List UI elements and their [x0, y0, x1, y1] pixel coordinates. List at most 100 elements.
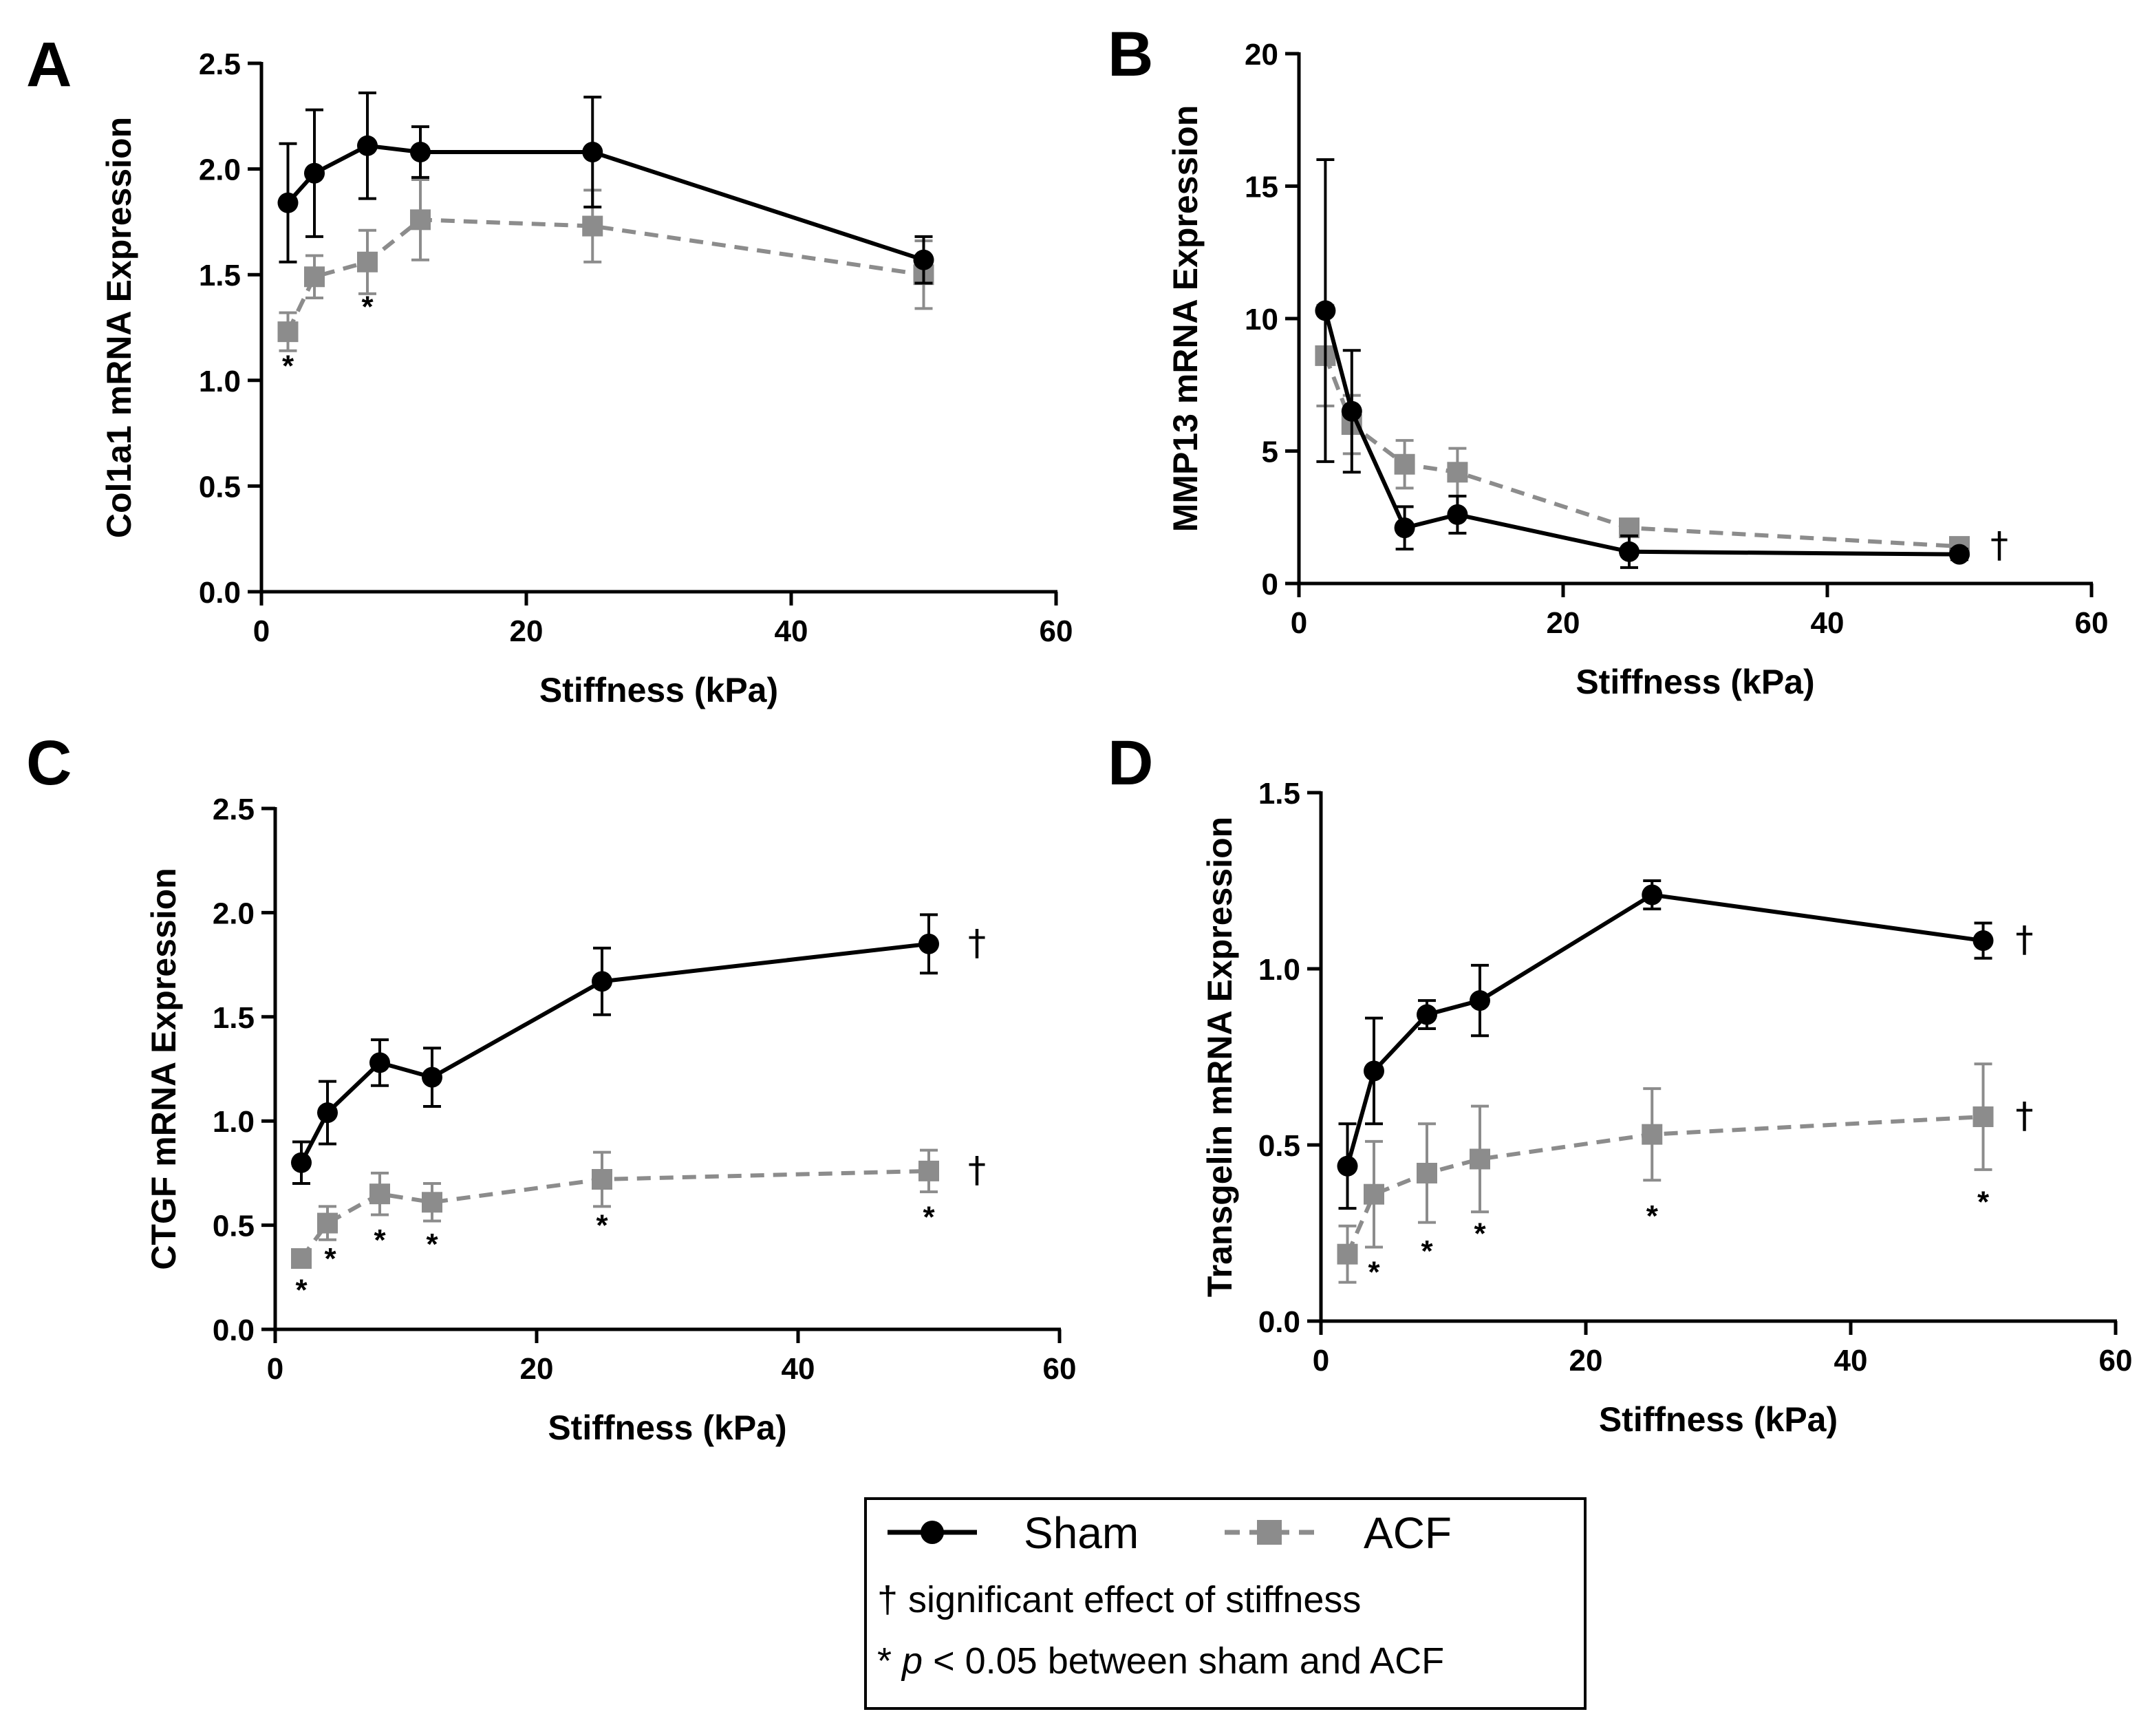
legend: Sham ACF † significant effect of stiffne…	[864, 1497, 1587, 1710]
significance-star: *	[1368, 1256, 1380, 1289]
y-tick-label: 1.5	[1258, 777, 1300, 811]
x-tick-label: 60	[2075, 606, 2109, 640]
significance-star: *	[324, 1242, 336, 1276]
sham-point	[1341, 400, 1362, 422]
x-axis-title: Stiffness (kPa)	[548, 1408, 786, 1447]
sham-point	[1972, 930, 1994, 952]
sham-point	[1337, 1155, 1358, 1177]
sham-series-line	[1323, 310, 1960, 557]
sham-point	[357, 135, 378, 156]
acf-point	[1394, 453, 1415, 475]
sham-series-line	[299, 941, 929, 1164]
significance-star: *	[426, 1228, 438, 1261]
sham-point	[1394, 517, 1415, 539]
stiffness-dagger: †	[1990, 525, 2008, 566]
acf-point	[317, 1212, 338, 1234]
acf-point	[1642, 1124, 1663, 1145]
acf-point	[918, 1160, 939, 1181]
acf-point	[1972, 1106, 1994, 1128]
acf-series-line	[286, 217, 924, 333]
y-tick-label: 1.0	[199, 365, 241, 398]
acf-point	[592, 1168, 612, 1190]
significance-star: *	[282, 350, 294, 383]
acf-point	[582, 215, 603, 237]
x-tick-label: 20	[520, 1352, 554, 1386]
y-tick-label: 10	[1245, 303, 1278, 336]
x-tick-label: 40	[1834, 1344, 1868, 1378]
panel-letter: B	[1108, 19, 1153, 89]
acf-point	[410, 209, 431, 231]
sham-point	[913, 249, 934, 270]
x-tick-label: 40	[775, 614, 808, 648]
x-tick-label: 60	[1043, 1352, 1077, 1386]
significance-star: *	[1421, 1234, 1433, 1268]
y-tick-label: 0.0	[213, 1314, 255, 1347]
sham-point	[410, 142, 431, 163]
sham-point	[1447, 504, 1468, 525]
significance-star: *	[374, 1223, 386, 1257]
x-axis-title: Stiffness (kPa)	[1576, 663, 1814, 701]
significance-star: *	[596, 1209, 608, 1243]
sham-point	[304, 162, 325, 184]
x-tick-label: 60	[1040, 614, 1073, 648]
sham-point	[582, 142, 603, 163]
sham-point	[1949, 544, 1970, 565]
acf-point	[1417, 1162, 1437, 1183]
legend-note-star-prefix: *	[877, 1640, 902, 1682]
y-tick-label: 1.5	[213, 1001, 255, 1035]
acf-point	[369, 1183, 390, 1205]
panel-letter: C	[26, 728, 72, 798]
y-tick-label: 1.0	[213, 1105, 255, 1139]
sham-point	[317, 1102, 338, 1124]
x-tick-label: 20	[1547, 606, 1580, 640]
panel-d: D 0 20 40 60 0.0 0.5 1.0 1.5 Stiffness (kPa) Trans…	[1108, 728, 2132, 1439]
sham-point	[1619, 541, 1640, 562]
panel-b: B 0 20 40 60 0 5 10 15 20 Stiffness (kPa) MMP13 mRN…	[1108, 19, 2108, 701]
x-tick-label: 0	[1291, 606, 1307, 640]
significance-star: *	[1646, 1199, 1659, 1233]
x-tick-label: 40	[782, 1352, 815, 1386]
sham-point	[369, 1052, 390, 1073]
sham-point	[277, 192, 299, 213]
significance-star: *	[361, 290, 374, 324]
x-tick-label: 0	[1313, 1344, 1329, 1378]
y-tick-label: 2.5	[199, 47, 241, 81]
stiffness-dagger: †	[968, 923, 986, 964]
sham-series-line	[1345, 892, 1984, 1167]
x-tick-label: 20	[510, 614, 544, 648]
acf-series-line	[1323, 354, 1960, 549]
panel-a: A 0 20 40 60 0.0 0.5 1.0 1.5 2.0 2.5 Stiffness (kPa…	[26, 30, 1073, 709]
y-axis-title: Col1a1 mRNA Expression	[100, 117, 138, 538]
x-tick-label: 60	[2099, 1344, 2133, 1378]
y-tick-label: 1.5	[199, 259, 241, 292]
acf-point	[1337, 1243, 1358, 1265]
sham-point	[291, 1152, 312, 1173]
y-tick-label: 1.0	[1258, 953, 1300, 987]
acf-point	[304, 266, 325, 288]
y-tick-label: 0.0	[1258, 1305, 1300, 1339]
y-tick-label: 20	[1245, 38, 1278, 72]
sham-point	[1642, 884, 1663, 905]
stiffness-dagger: †	[2016, 919, 2034, 961]
sham-point	[422, 1067, 442, 1088]
y-tick-label: 15	[1245, 171, 1278, 204]
y-tick-label: 0.5	[1258, 1129, 1300, 1163]
y-tick-label: 0	[1262, 568, 1278, 601]
acf-point	[1364, 1183, 1384, 1205]
significance-star: *	[295, 1274, 308, 1307]
panel-letter: A	[26, 30, 72, 100]
y-tick-label: 0.5	[213, 1210, 255, 1243]
sham-point	[592, 971, 612, 992]
y-tick-label: 0.5	[199, 470, 241, 504]
x-tick-label: 0	[267, 1352, 283, 1386]
x-axis-title: Stiffness (kPa)	[539, 671, 778, 709]
y-tick-label: 2.5	[213, 793, 255, 826]
legend-acf-marker	[1257, 1520, 1282, 1545]
legend-acf-label: ACF	[1364, 1508, 1452, 1558]
x-axis-title: Stiffness (kPa)	[1599, 1400, 1838, 1439]
legend-sham-marker	[921, 1521, 944, 1544]
acf-point	[422, 1192, 442, 1213]
y-axis-title: CTGF mRNA Expression	[144, 868, 183, 1269]
sham-point	[918, 933, 939, 954]
